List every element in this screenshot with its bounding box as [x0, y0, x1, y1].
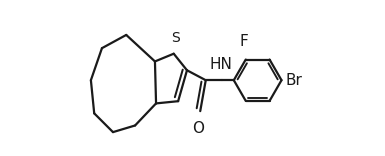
Text: Br: Br [286, 73, 302, 88]
Text: O: O [192, 121, 204, 136]
Text: S: S [171, 31, 180, 45]
Text: F: F [239, 34, 248, 49]
Text: HN: HN [209, 57, 232, 72]
